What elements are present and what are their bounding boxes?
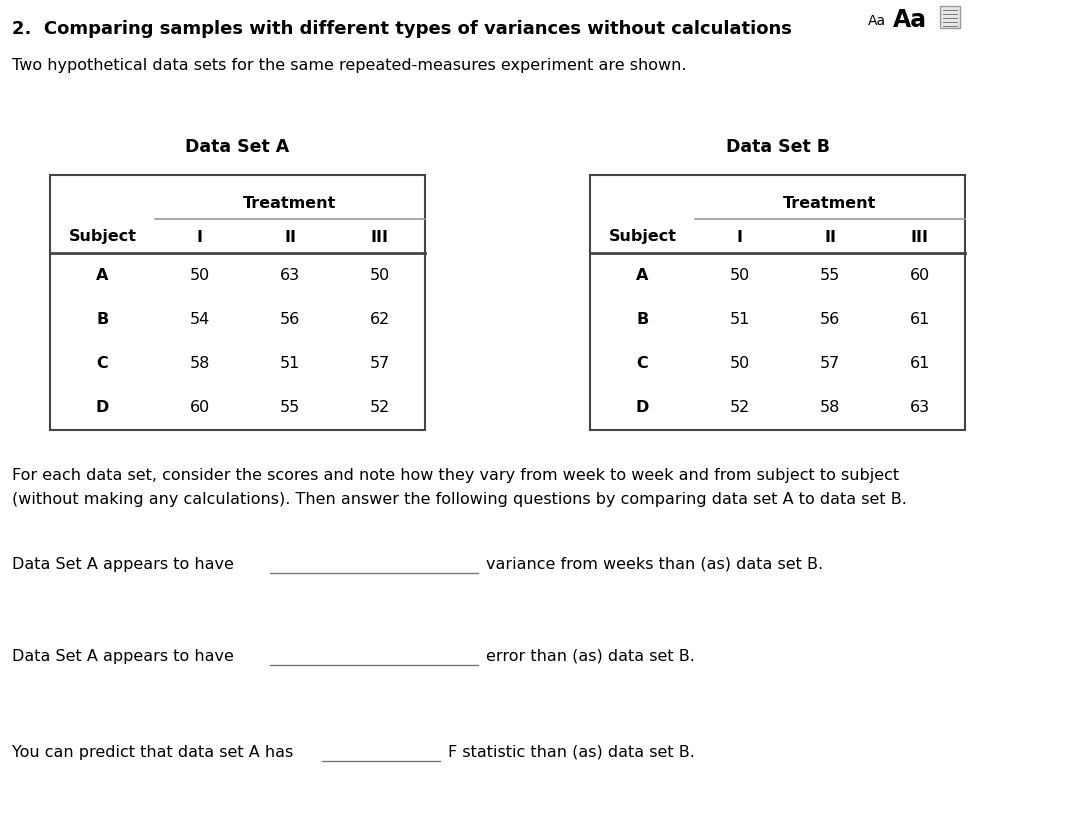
Text: 60: 60 [190, 400, 210, 415]
Text: Aa: Aa [867, 14, 886, 28]
Text: error than (as) data set B.: error than (as) data set B. [485, 648, 695, 663]
Text: C: C [97, 356, 109, 371]
Text: III: III [911, 230, 929, 245]
Text: 58: 58 [819, 400, 840, 415]
Text: 52: 52 [730, 400, 750, 415]
Text: For each data set, consider the scores and note how they vary from week to week : For each data set, consider the scores a… [12, 468, 899, 483]
Text: 50: 50 [730, 268, 750, 283]
Text: C: C [637, 356, 649, 371]
Text: 2.  Comparing samples with different types of variances without calculations: 2. Comparing samples with different type… [12, 20, 792, 38]
Text: F statistic than (as) data set B.: F statistic than (as) data set B. [448, 745, 695, 760]
Text: You can predict that data set A has: You can predict that data set A has [12, 745, 293, 760]
Text: 54: 54 [190, 312, 210, 327]
Text: 50: 50 [370, 268, 391, 283]
Text: B: B [96, 312, 109, 327]
Text: Data Set B: Data Set B [726, 138, 829, 156]
Bar [940, 6, 960, 28]
Text: 60: 60 [910, 268, 930, 283]
Text: (without making any calculations). Then answer the following questions by compar: (without making any calculations). Then … [12, 492, 907, 507]
Text: Subject: Subject [68, 230, 137, 245]
Bar [50, 175, 425, 430]
Text: Subject: Subject [608, 230, 676, 245]
Text: 56: 56 [280, 312, 300, 327]
Text: B: B [636, 312, 649, 327]
Text: D: D [636, 400, 649, 415]
Text: 51: 51 [280, 356, 300, 371]
Text: Data Set A appears to have: Data Set A appears to have [12, 557, 234, 572]
Text: 50: 50 [730, 356, 750, 371]
Text: 63: 63 [910, 400, 930, 415]
Text: A: A [96, 268, 109, 283]
Text: A: A [636, 268, 649, 283]
Text: 50: 50 [190, 268, 210, 283]
Text: Aa: Aa [893, 8, 927, 32]
Text: Treatment: Treatment [243, 196, 337, 210]
Text: II: II [284, 230, 296, 245]
Text: I: I [197, 230, 203, 245]
Text: 58: 58 [190, 356, 210, 371]
Text: Data Set A appears to have: Data Set A appears to have [12, 648, 234, 663]
Text: II: II [824, 230, 837, 245]
Text: 62: 62 [370, 312, 391, 327]
Text: I: I [737, 230, 743, 245]
Text: Treatment: Treatment [783, 196, 877, 210]
Bar [590, 175, 965, 430]
Text: 63: 63 [280, 268, 300, 283]
Text: Two hypothetical data sets for the same repeated-measures experiment are shown.: Two hypothetical data sets for the same … [12, 58, 686, 73]
Text: III: III [371, 230, 389, 245]
Text: 56: 56 [819, 312, 840, 327]
Text: 57: 57 [370, 356, 391, 371]
Text: 52: 52 [370, 400, 391, 415]
Text: 57: 57 [819, 356, 840, 371]
Text: 55: 55 [819, 268, 840, 283]
Text: D: D [96, 400, 109, 415]
Text: Data Set A: Data Set A [186, 138, 289, 156]
Text: variance from weeks than (as) data set B.: variance from weeks than (as) data set B… [485, 557, 823, 572]
Text: 61: 61 [910, 312, 930, 327]
Text: 61: 61 [910, 356, 930, 371]
Text: 55: 55 [280, 400, 300, 415]
Text: 51: 51 [730, 312, 750, 327]
